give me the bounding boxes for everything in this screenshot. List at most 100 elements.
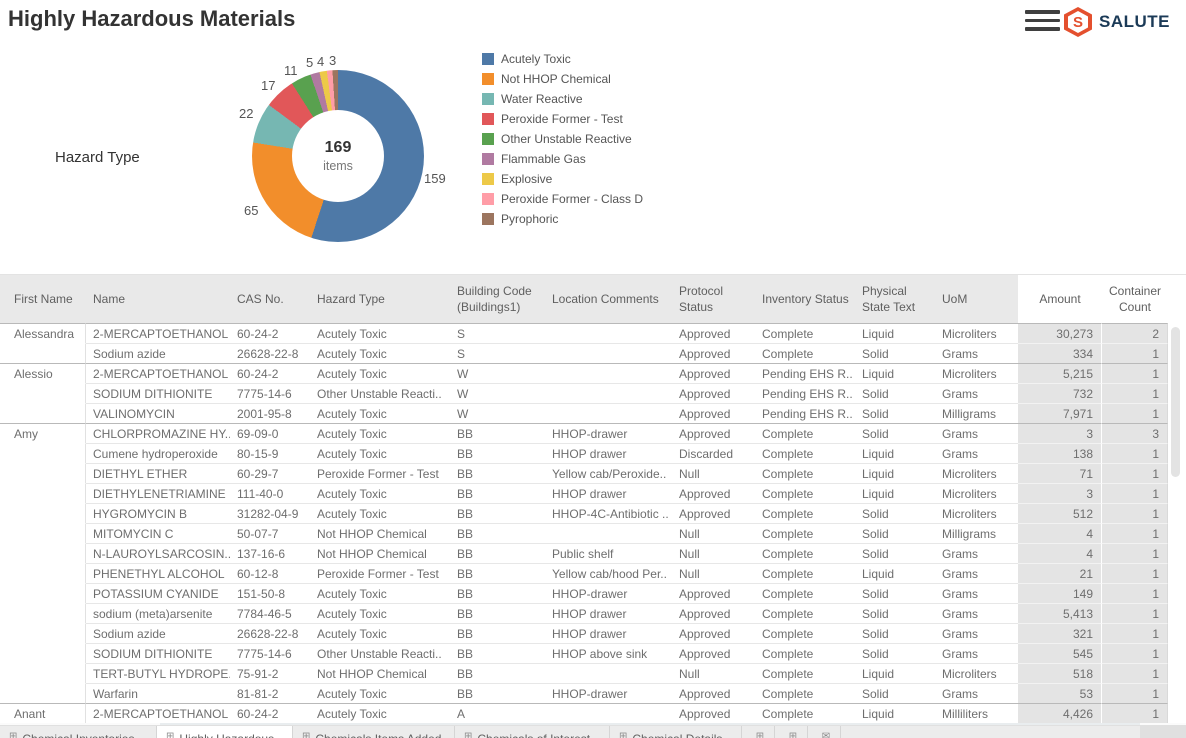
donut-chart[interactable]: 169 items xyxy=(252,70,424,242)
column-header-uom[interactable]: UoM xyxy=(942,291,968,306)
cell-protocol: Null xyxy=(672,543,755,563)
cell-protocol: Approved xyxy=(672,583,755,603)
cell-hazard: Acutely Toxic xyxy=(310,683,450,703)
column-header-hazard[interactable]: Hazard Type xyxy=(317,291,385,306)
cell-physical: Liquid xyxy=(855,703,935,723)
column-header-first_name[interactable]: First Name xyxy=(14,291,73,306)
cell-first_name xyxy=(0,683,86,703)
vertical-scrollbar-thumb[interactable] xyxy=(1171,327,1180,477)
legend-item[interactable]: Acutely Toxic xyxy=(482,49,643,69)
sheet-tab-icon[interactable]: ⊞ xyxy=(775,726,808,738)
cell-hazard: Acutely Toxic xyxy=(310,603,450,623)
legend-swatch-icon xyxy=(482,73,494,85)
salute-hexagon-icon: S xyxy=(1064,7,1092,37)
sheet-tab-highly-hazardous[interactable]: ⊞ Highly Hazardous xyxy=(157,726,293,738)
cell-uom: Grams xyxy=(935,563,1018,583)
cell-hazard: Other Unstable Reacti.. xyxy=(310,383,450,403)
column-header-location[interactable]: Location Comments xyxy=(552,291,659,306)
column-header-protocol[interactable]: Protocol Status xyxy=(679,283,724,314)
legend-item[interactable]: Flammable Gas xyxy=(482,149,643,169)
sheet-grid-icon: ⊞ xyxy=(464,731,473,738)
table-row[interactable]: DIETHYL ETHER 60-29-7 Peroxide Former - Te… xyxy=(0,463,1186,483)
cell-cas: 137-16-6 xyxy=(230,543,310,563)
cell-inventory: Complete xyxy=(755,703,855,723)
legend-item[interactable]: Other Unstable Reactive xyxy=(482,129,643,149)
cell-containers: 1 xyxy=(1102,343,1168,363)
cell-protocol: Null xyxy=(672,563,755,583)
cell-physical: Solid xyxy=(855,383,935,403)
sheet-tab-chemical-inventories[interactable]: ⊞ Chemical Inventories xyxy=(0,726,157,738)
cell-name: SODIUM DITHIONITE xyxy=(86,383,230,403)
table-row[interactable]: sodium (meta)arsenite 7784-46-5 Acutely To… xyxy=(0,603,1186,623)
cell-cas: 60-12-8 xyxy=(230,563,310,583)
column-header-containers[interactable]: Container Count xyxy=(1108,283,1162,314)
column-header-name[interactable]: Name xyxy=(93,291,126,306)
table-row[interactable]: POTASSIUM CYANIDE 151-50-8 Acutely Toxic BB… xyxy=(0,583,1186,603)
cell-cas: 7784-46-5 xyxy=(230,603,310,623)
table-row[interactable]: MITOMYCIN C 50-07-7 Not HHOP Chemical BB Nul… xyxy=(0,523,1186,543)
legend-item[interactable]: Water Reactive xyxy=(482,89,643,109)
cell-hazard: Acutely Toxic xyxy=(310,403,450,423)
table-row[interactable]: Anant 2-MERCAPTOETHANOL 60-24-2 Acutely Tox… xyxy=(0,703,1186,723)
sheet-tab-chemicals-items-added[interactable]: ⊞ Chemicals Items Added xyxy=(293,726,455,738)
table-row[interactable]: PHENETHYL ALCOHOL 60-12-8 Peroxide Former … xyxy=(0,563,1186,583)
table-row[interactable]: Amy CHLORPROMAZINE HY.. 69-09-0 Acutely Tox… xyxy=(0,423,1186,443)
cell-amount: 512 xyxy=(1018,503,1102,523)
cell-name: TERT-BUTYL HYDROPE.. xyxy=(86,663,230,683)
table-row[interactable]: Cumene hydroperoxide 80-15-9 Acutely Toxic… xyxy=(0,443,1186,463)
table-row[interactable]: N-LAUROYLSARCOSIN.. 137-16-6 Not HHOP Chem… xyxy=(0,543,1186,563)
cell-building: W xyxy=(450,363,545,383)
table-row[interactable]: VALINOMYCIN 2001-95-8 Acutely Toxic W Approv… xyxy=(0,403,1186,423)
tab-scroll-controls[interactable] xyxy=(1140,726,1186,738)
hamburger-menu-icon[interactable] xyxy=(1025,10,1060,32)
column-header-inventory[interactable]: Inventory Status xyxy=(762,291,849,306)
column-header-building[interactable]: Building Code (Buildings1) xyxy=(457,283,532,314)
cell-protocol: Null xyxy=(672,663,755,683)
cell-amount: 321 xyxy=(1018,623,1102,643)
cell-first_name xyxy=(0,383,86,403)
table-row[interactable]: Alessio 2-MERCAPTOETHANOL 60-24-2 Acutely T… xyxy=(0,363,1186,383)
cell-cas: 26628-22-8 xyxy=(230,343,310,363)
cell-location: HHOP drawer xyxy=(545,623,672,643)
sheet-tab-icon[interactable]: ⊞ xyxy=(742,726,775,738)
legend-item[interactable]: Peroxide Former - Class D xyxy=(482,189,643,209)
table-row[interactable]: Sodium azide 26628-22-8 Acutely Toxic S Appr… xyxy=(0,343,1186,363)
legend-item[interactable]: Not HHOP Chemical xyxy=(482,69,643,89)
cell-protocol: Approved xyxy=(672,503,755,523)
table-row[interactable]: Alessandra 2-MERCAPTOETHANOL 60-24-2 Acutel… xyxy=(0,323,1186,343)
legend-item[interactable]: Peroxide Former - Test xyxy=(482,109,643,129)
legend-swatch-icon xyxy=(482,93,494,105)
legend-item[interactable]: Pyrophoric xyxy=(482,209,643,229)
cell-location: HHOP-drawer xyxy=(545,583,672,603)
legend-item[interactable]: Explosive xyxy=(482,169,643,189)
horizontal-scrollbar-thumb[interactable] xyxy=(160,723,1140,725)
column-header-amount[interactable]: Amount xyxy=(1039,291,1081,306)
cell-amount: 4 xyxy=(1018,543,1102,563)
sheet-tab-chemical-details[interactable]: ⊞ Chemical Details xyxy=(610,726,742,738)
table-row[interactable]: SODIUM DITHIONITE 7775-14-6 Other Unstable… xyxy=(0,643,1186,663)
table-row[interactable]: Warfarin 81-81-2 Acutely Toxic BB HHOP-drawe… xyxy=(0,683,1186,703)
cell-containers: 1 xyxy=(1102,403,1168,423)
cell-name: CHLORPROMAZINE HY.. xyxy=(86,423,230,443)
sheet-tab-icon[interactable]: ✉ xyxy=(808,726,841,738)
cell-uom: Grams xyxy=(935,543,1018,563)
cell-location: HHOP-drawer xyxy=(545,683,672,703)
sheet-tab-chemicals-of-interest[interactable]: ⊞ Chemicals of Interest xyxy=(455,726,610,738)
salute-logo: S SALUTE xyxy=(1064,7,1170,37)
cell-first_name xyxy=(0,543,86,563)
column-header-cas[interactable]: CAS No. xyxy=(237,291,284,306)
table-row[interactable]: SODIUM DITHIONITE 7775-14-6 Other Unstable… xyxy=(0,383,1186,403)
cell-protocol: Approved xyxy=(672,643,755,663)
cell-physical: Solid xyxy=(855,343,935,363)
cell-containers: 1 xyxy=(1102,603,1168,623)
column-header-physical[interactable]: Physical State Text xyxy=(862,283,916,314)
horizontal-scrollbar[interactable] xyxy=(0,723,1186,725)
table-row[interactable]: DIETHYLENETRIAMINE 111-40-0 Acutely Toxic B… xyxy=(0,483,1186,503)
table-row[interactable]: Sodium azide 26628-22-8 Acutely Toxic BB HHO… xyxy=(0,623,1186,643)
cell-containers: 1 xyxy=(1102,683,1168,703)
materials-table: First Name Name CAS No. Hazard Type Building… xyxy=(0,274,1186,723)
cell-amount: 5,215 xyxy=(1018,363,1102,383)
table-row[interactable]: HYGROMYCIN B 31282-04-9 Acutely Toxic BB HHO… xyxy=(0,503,1186,523)
legend-label: Not HHOP Chemical xyxy=(501,72,611,86)
table-row[interactable]: TERT-BUTYL HYDROPE.. 75-91-2 Not HHOP Chem… xyxy=(0,663,1186,683)
